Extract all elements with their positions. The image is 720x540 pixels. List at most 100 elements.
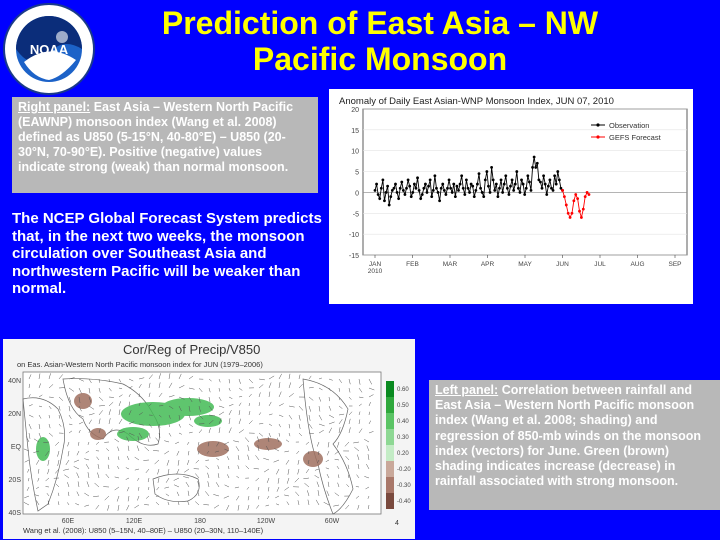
y-tick-label: 15 [351,128,359,135]
data-point [510,178,514,182]
wind-arrow [28,414,34,418]
data-point [373,188,377,192]
data-point [430,195,434,198]
wind-arrow [98,428,101,434]
data-point [523,193,527,196]
wind-arrow [338,387,340,392]
wind-arrow [85,464,90,470]
x-tick-label: JUN [556,261,569,268]
wind-arrow [208,414,215,416]
wind-arrow [368,401,371,407]
data-point [400,180,404,184]
wind-arrow [268,382,272,389]
wind-arrow [208,405,213,411]
y-tick-label: 10 [351,149,359,156]
wind-arrow [215,482,220,488]
wind-arrow [57,492,60,497]
wind-arrow [43,441,50,443]
data-point [513,182,517,186]
wind-arrow [298,374,301,380]
wind-arrow [307,450,310,454]
data-point [416,176,419,180]
wind-arrow [67,482,70,488]
data-point [424,182,427,186]
wind-arrow [48,396,54,398]
wind-arrow [278,403,284,407]
wind-arrow [88,405,95,410]
wind-arrow [35,486,40,489]
data-point [461,186,465,190]
wind-arrow [84,504,90,507]
colorbar-label: 0.20 [397,451,409,457]
wind-arrow [136,445,140,452]
map-x-tick-label: 120W [257,518,276,525]
wind-arrow [358,378,361,385]
wind-arrow [157,468,160,475]
wind-arrow [45,477,50,482]
wind-arrow [255,455,260,461]
y-tick-label: 20 [351,107,359,114]
wind-arrow [233,440,240,443]
wind-arrow [318,377,322,380]
wind-arrow [218,396,222,402]
wind-arrow [88,387,91,394]
wind-arrow [137,436,140,443]
svg-text:NOAA: NOAA [30,42,69,57]
wind-arrow [286,501,290,506]
wind-arrow [307,499,310,506]
wind-arrow [106,448,110,452]
wind-arrow [187,500,190,506]
wind-arrow [28,404,33,407]
data-point [441,182,445,186]
wind-arrow [328,396,330,402]
map-y-tick-label: 40N [8,378,21,385]
wind-arrow [278,423,281,428]
data-point [546,184,550,188]
data-point [406,178,410,182]
wind-arrow [248,410,251,416]
data-point [537,178,541,182]
wind-arrow [98,387,101,393]
data-point [568,216,572,219]
wind-arrow [28,394,31,398]
map-y-tick-label: 20N [8,411,21,418]
wind-arrow [117,446,120,452]
wind-arrow [108,409,111,416]
wind-arrow [73,466,80,470]
wind-arrow [128,386,133,389]
data-point [494,182,498,186]
wind-arrow [173,484,180,488]
wind-arrow [28,477,30,482]
left-panel-text: Correlation between rainfall and East As… [435,383,702,489]
wind-arrow [188,387,195,390]
wind-arrow [328,378,333,381]
wind-arrow [188,423,193,427]
x-tick-label: AUG [630,261,644,268]
wind-arrow [118,409,121,416]
data-point [509,184,512,188]
wind-arrow [188,396,193,403]
wind-arrow [285,459,290,465]
wind-arrow [338,396,341,401]
wind-arrow [158,423,161,428]
wind-arrow [168,373,171,380]
colorbar-segment [386,381,394,397]
wind-arrow [107,464,110,470]
wind-arrow [217,465,220,470]
wind-arrow [326,490,330,497]
data-point [504,174,508,178]
legend-marker [596,135,600,139]
wind-arrow [36,500,40,506]
wind-arrow [245,465,250,470]
wind-arrow [326,473,330,479]
wind-arrow [267,486,270,492]
colorbar-segment [386,461,394,477]
wind-arrow [158,392,163,398]
data-point [496,195,500,198]
data-point [453,195,457,198]
wind-arrow [138,423,145,426]
colorbar-label: 0.30 [397,435,409,441]
data-point [435,186,438,190]
legend-label: GEFS Forecast [609,133,662,142]
x-tick-label: APR [481,261,495,268]
